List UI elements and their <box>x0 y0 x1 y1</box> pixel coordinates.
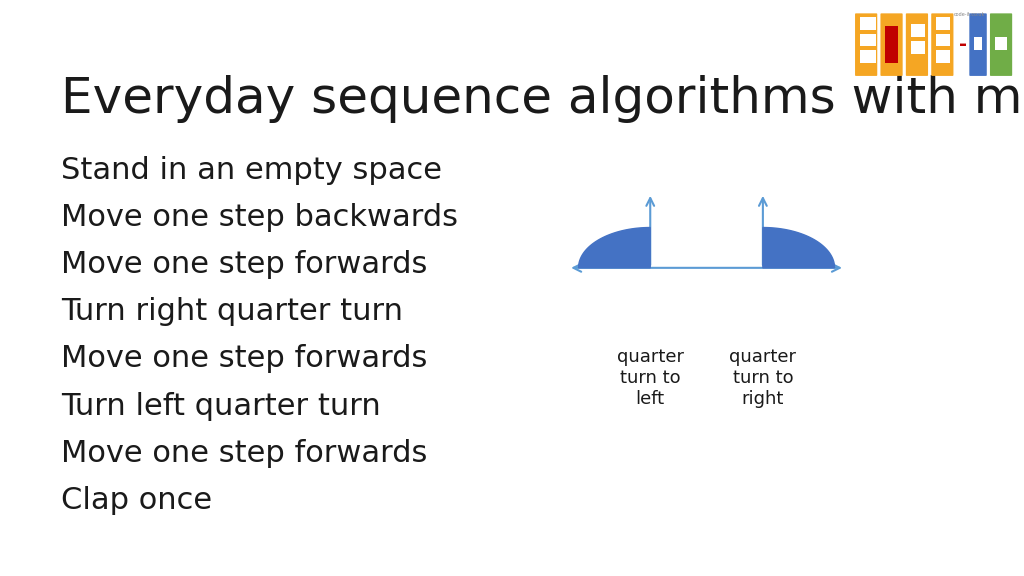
Text: Move one step backwards: Move one step backwards <box>61 203 459 232</box>
Bar <box>974 37 982 50</box>
Bar <box>860 50 876 63</box>
Polygon shape <box>579 228 650 268</box>
Text: quarter
turn to
right: quarter turn to right <box>729 348 797 408</box>
Bar <box>994 37 1008 50</box>
Text: Move one step forwards: Move one step forwards <box>61 250 428 279</box>
FancyBboxPatch shape <box>881 13 903 76</box>
Polygon shape <box>763 228 835 268</box>
Bar <box>936 17 950 30</box>
FancyBboxPatch shape <box>906 13 928 76</box>
FancyBboxPatch shape <box>931 13 953 76</box>
Bar <box>885 26 898 63</box>
FancyBboxPatch shape <box>855 13 878 76</box>
Bar <box>936 50 950 63</box>
FancyBboxPatch shape <box>990 13 1012 76</box>
Bar <box>860 33 876 47</box>
FancyBboxPatch shape <box>970 13 987 76</box>
Text: Clap once: Clap once <box>61 486 213 515</box>
Bar <box>910 24 925 37</box>
Text: code-it.co.uk: code-it.co.uk <box>953 13 985 17</box>
Text: Move one step forwards: Move one step forwards <box>61 344 428 373</box>
Text: Move one step forwards: Move one step forwards <box>61 439 428 468</box>
Text: quarter
turn to
left: quarter turn to left <box>616 348 684 408</box>
Text: -: - <box>958 35 967 54</box>
Bar <box>936 33 950 47</box>
Text: Stand in an empty space: Stand in an empty space <box>61 156 442 184</box>
Text: Everyday sequence algorithms with movement: Everyday sequence algorithms with moveme… <box>61 75 1024 123</box>
Text: Turn left quarter turn: Turn left quarter turn <box>61 392 381 420</box>
Bar <box>910 41 925 54</box>
Bar <box>860 17 876 30</box>
Text: Turn right quarter turn: Turn right quarter turn <box>61 297 403 326</box>
